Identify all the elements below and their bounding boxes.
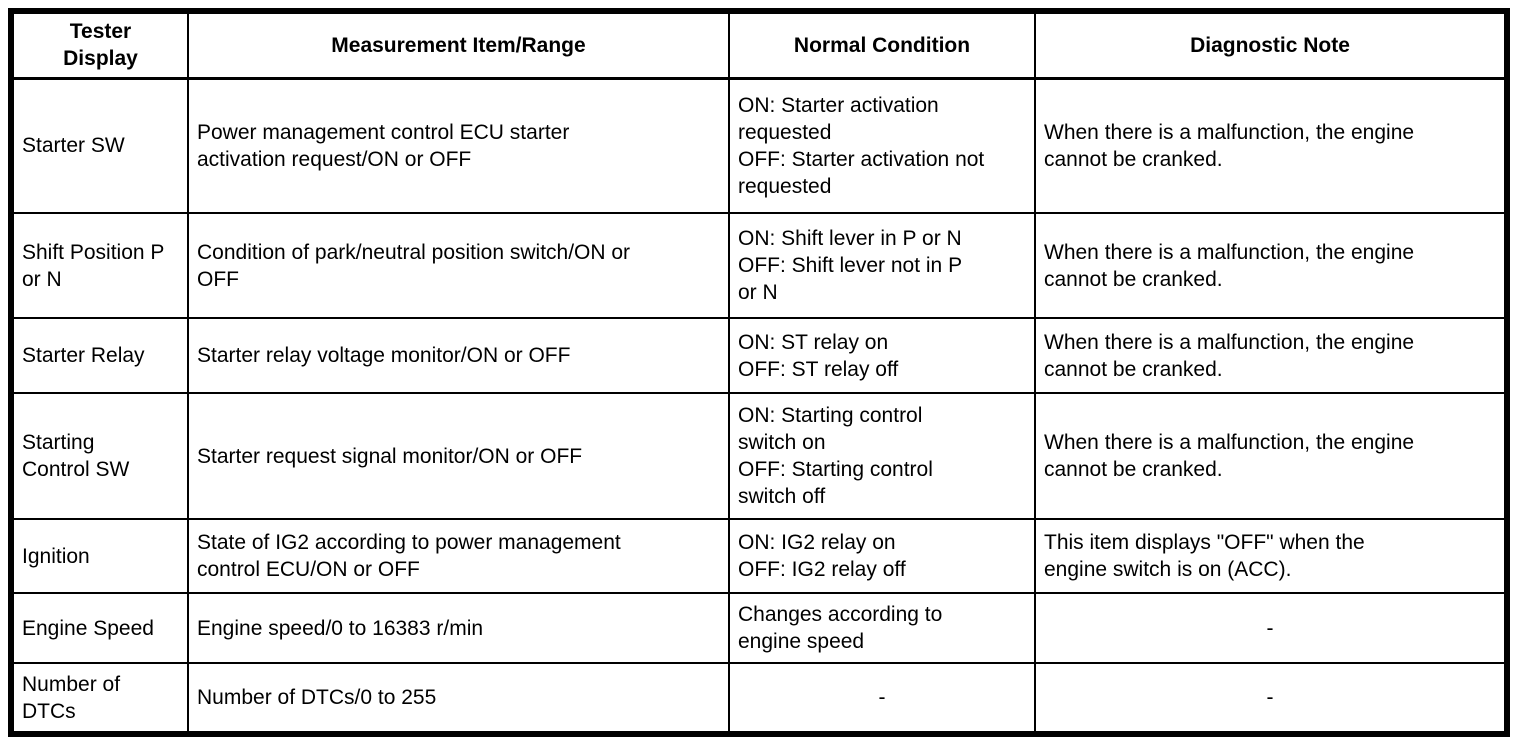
header-diagnostic-note: Diagnostic Note xyxy=(1034,10,1508,80)
cell-tester-display: Starter Relay xyxy=(10,317,189,394)
header-row: Tester Display Measurement Item/Range No… xyxy=(10,10,1508,80)
cell-normal-condition: - xyxy=(728,662,1036,735)
cell-normal-condition: ON: Starter activation requested OFF: St… xyxy=(728,77,1036,214)
table-row-shift-position: Shift Position P or N Condition of park/… xyxy=(10,212,1508,319)
table-row-number-of-dtcs: Number of DTCs Number of DTCs/0 to 255 -… xyxy=(10,662,1508,735)
cell-measurement-item: Number of DTCs/0 to 255 xyxy=(187,662,730,735)
cell-diagnostic-note: When there is a malfunction, the engine … xyxy=(1034,317,1508,394)
cell-diagnostic-note: - xyxy=(1034,592,1508,664)
cell-tester-display: Number of DTCs xyxy=(10,662,189,735)
header-tester-display: Tester Display xyxy=(10,10,189,80)
cell-measurement-item: Power management control ECU starter act… xyxy=(187,77,730,214)
cell-normal-condition: ON: Shift lever in P or N OFF: Shift lev… xyxy=(728,212,1036,319)
header-normal-condition: Normal Condition xyxy=(728,10,1036,80)
header-measurement-item-range: Measurement Item/Range xyxy=(187,10,730,80)
table-row-engine-speed: Engine Speed Engine speed/0 to 16383 r/m… xyxy=(10,592,1508,664)
cell-diagnostic-note: - xyxy=(1034,662,1508,735)
cell-measurement-item: Condition of park/neutral position switc… xyxy=(187,212,730,319)
table-row-ignition: Ignition State of IG2 according to power… xyxy=(10,518,1508,594)
cell-measurement-item: Starter relay voltage monitor/ON or OFF xyxy=(187,317,730,394)
cell-normal-condition: ON: IG2 relay on OFF: IG2 relay off xyxy=(728,518,1036,594)
table-row-starter-sw: Starter SW Power management control ECU … xyxy=(10,77,1508,214)
table-row-starting-control-sw: Starting Control SW Starter request sign… xyxy=(10,392,1508,520)
cell-tester-display: Starting Control SW xyxy=(10,392,189,520)
cell-normal-condition: ON: Starting control switch on OFF: Star… xyxy=(728,392,1036,520)
cell-measurement-item: State of IG2 according to power manageme… xyxy=(187,518,730,594)
cell-measurement-item: Engine speed/0 to 16383 r/min xyxy=(187,592,730,664)
cell-diagnostic-note: This item displays "OFF" when the engine… xyxy=(1034,518,1508,594)
cell-tester-display: Shift Position P or N xyxy=(10,212,189,319)
diagnostic-data-list-table: Tester Display Measurement Item/Range No… xyxy=(8,8,1510,737)
cell-tester-display: Starter SW xyxy=(10,77,189,214)
cell-normal-condition: Changes according to engine speed xyxy=(728,592,1036,664)
cell-tester-display: Engine Speed xyxy=(10,592,189,664)
cell-normal-condition: ON: ST relay on OFF: ST relay off xyxy=(728,317,1036,394)
cell-tester-display: Ignition xyxy=(10,518,189,594)
cell-diagnostic-note: When there is a malfunction, the engine … xyxy=(1034,212,1508,319)
cell-diagnostic-note: When there is a malfunction, the engine … xyxy=(1034,77,1508,214)
table-row-starter-relay: Starter Relay Starter relay voltage moni… xyxy=(10,317,1508,394)
cell-measurement-item: Starter request signal monitor/ON or OFF xyxy=(187,392,730,520)
cell-diagnostic-note: When there is a malfunction, the engine … xyxy=(1034,392,1508,520)
